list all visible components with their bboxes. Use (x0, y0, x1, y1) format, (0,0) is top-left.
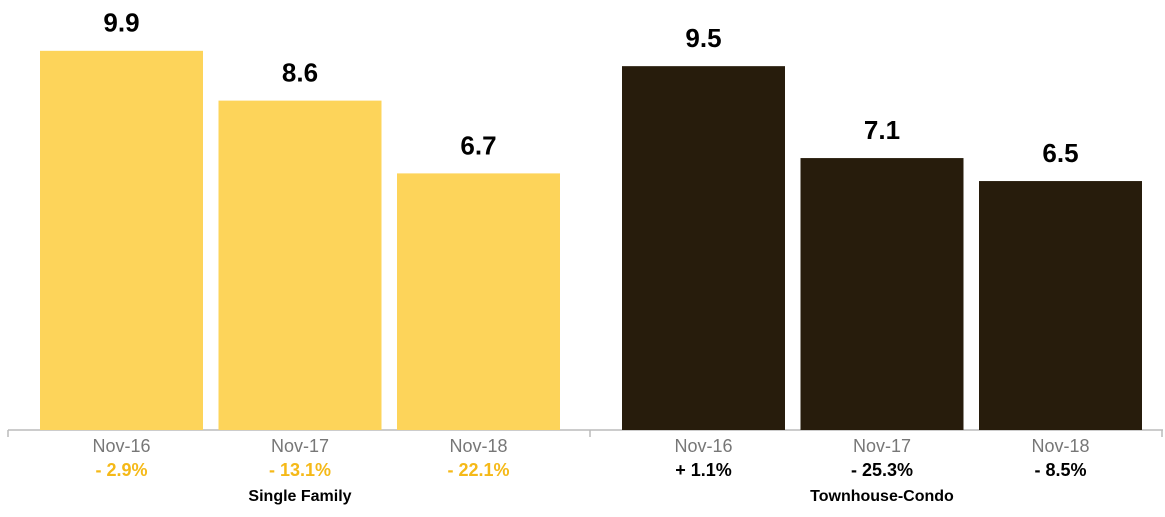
bar (622, 66, 785, 431)
value-label: 6.5 (1042, 138, 1078, 168)
value-label: 9.5 (685, 23, 721, 53)
x-tick-label: Nov-16 (92, 436, 150, 456)
bar (979, 181, 1142, 430)
value-label: 9.9 (103, 8, 139, 38)
bar (218, 100, 382, 431)
change-label: - 8.5% (1034, 460, 1086, 480)
value-label: 6.7 (460, 130, 496, 160)
x-tick-label: Nov-18 (1031, 436, 1089, 456)
change-label: - 22.1% (447, 460, 509, 480)
change-label: - 2.9% (95, 460, 147, 480)
change-label: - 13.1% (269, 460, 331, 480)
bar (397, 173, 560, 430)
x-tick-label: Nov-17 (271, 436, 329, 456)
value-label: 8.6 (282, 57, 318, 87)
change-label: + 1.1% (675, 460, 732, 480)
bar (800, 158, 964, 430)
group-label: Townhouse-Condo (810, 488, 954, 505)
x-tick-label: Nov-18 (449, 436, 507, 456)
x-tick-label: Nov-17 (853, 436, 911, 456)
group-label: Single Family (248, 488, 351, 505)
change-label: - 25.3% (851, 460, 913, 480)
bar (40, 50, 203, 431)
x-tick-label: Nov-16 (674, 436, 732, 456)
value-label: 7.1 (864, 115, 900, 145)
